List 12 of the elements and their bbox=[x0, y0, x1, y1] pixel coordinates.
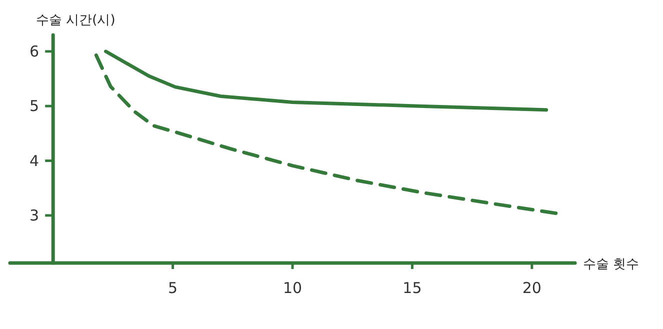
x-tick-label: 5 bbox=[168, 279, 178, 297]
line-series bbox=[94, 53, 558, 215]
y-tick-label: 3 bbox=[30, 206, 40, 224]
x-tick-label: 20 bbox=[522, 279, 542, 297]
y-tick-label: 4 bbox=[30, 152, 40, 170]
x-tick-label: 10 bbox=[282, 279, 302, 297]
line-series bbox=[104, 50, 548, 112]
x-tick-label: 15 bbox=[402, 279, 422, 297]
x-axis-title: 수술 횟수 bbox=[583, 257, 640, 272]
y-axis-title: 수술 시간(시) bbox=[36, 13, 116, 28]
y-tick-label: 5 bbox=[30, 97, 40, 116]
y-tick-label: 6 bbox=[30, 42, 40, 60]
